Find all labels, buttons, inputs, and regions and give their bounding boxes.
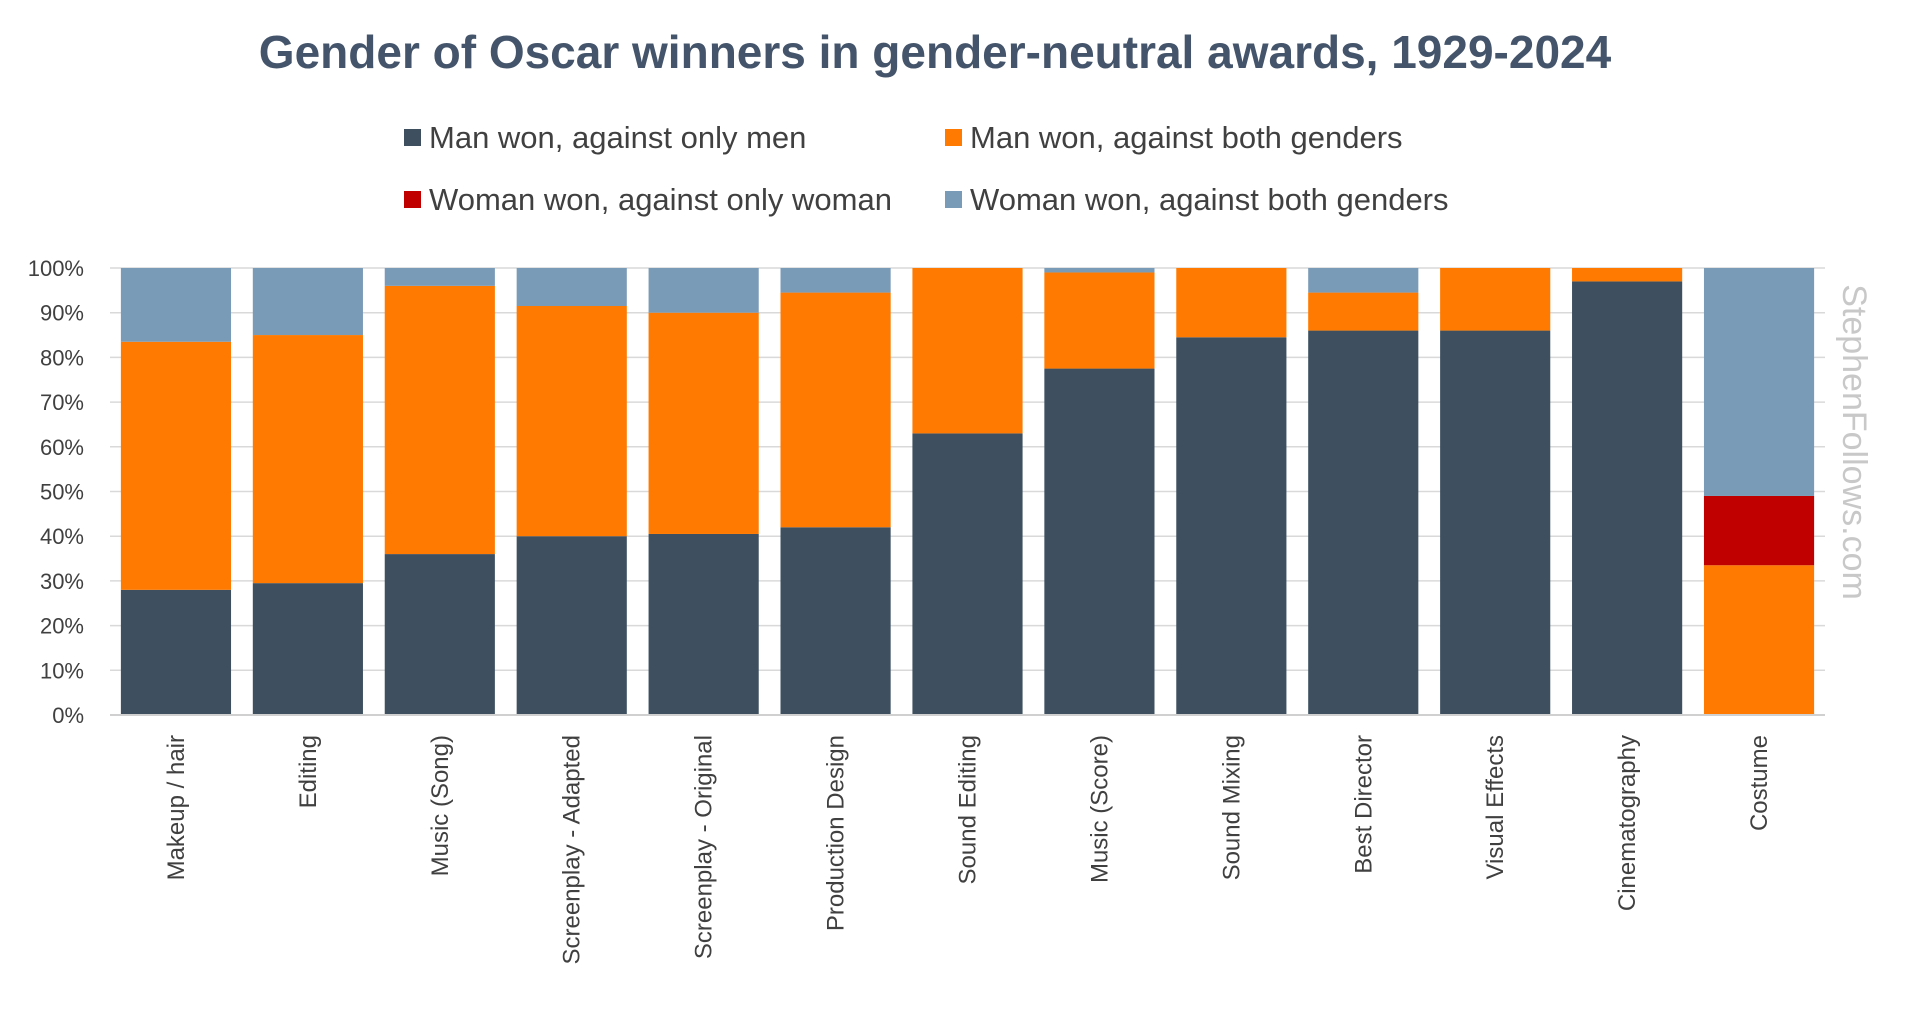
x-tick-label: Cinematography (1614, 735, 1641, 911)
bar-segment (912, 268, 1023, 434)
bar-segment (1044, 272, 1155, 369)
bar-segment (120, 589, 232, 715)
legend-label: Man won, against both genders (970, 120, 1403, 155)
bar-stack (780, 268, 891, 715)
bar-stack (648, 268, 759, 715)
x-tick-label: Best Director (1350, 735, 1377, 874)
bar-segment (1572, 268, 1683, 282)
y-tick-label: 50% (40, 480, 84, 505)
x-tick-label: Music (Score) (1086, 735, 1113, 883)
x-tick-label: Screenplay - Adapted (559, 735, 586, 965)
watermark: StephenFollows.com (1835, 284, 1873, 600)
bar-segment (1176, 268, 1287, 338)
bar-segment (780, 268, 891, 293)
y-axis-tick-labels: 0% 10% 20% 30% 40% 50% 60% 70% 80% 90% 100% (28, 256, 84, 728)
y-tick-label: 40% (40, 524, 84, 549)
bar-segment (516, 268, 627, 306)
bar-segment (252, 335, 363, 584)
x-tick-label: Sound Editing (955, 735, 982, 884)
bar-stack (1572, 268, 1683, 715)
bar-stack (120, 268, 232, 715)
legend-swatch (945, 191, 962, 208)
bar-segment (1308, 268, 1419, 293)
bar-segment (384, 554, 495, 715)
bar-segment (1440, 330, 1551, 715)
x-tick-label: Music (Song) (427, 735, 454, 876)
bar-segment (780, 527, 891, 715)
bar-segment (120, 341, 232, 590)
bar-stack (252, 268, 363, 715)
bar-segment (648, 533, 759, 715)
bar-segment (252, 268, 363, 336)
bar-stack (1308, 268, 1419, 715)
y-tick-label: 90% (40, 301, 84, 326)
bar-segment (384, 268, 495, 286)
bar-segment (1044, 268, 1155, 273)
bar-segment (1044, 368, 1155, 715)
bar-segment (780, 292, 891, 528)
x-axis-category-labels: Makeup / hair Editing Music (Song) Screenpl… (163, 735, 1773, 965)
bar-stack (384, 268, 495, 715)
x-tick-label: Production Design (823, 735, 850, 931)
x-tick-label: Screenplay - Original (691, 735, 718, 959)
bar-segment (1572, 281, 1683, 715)
bar-stack (1176, 268, 1287, 715)
bar-segment (1703, 565, 1815, 715)
legend-label: Woman won, against only woman (429, 182, 892, 217)
legend-label: Man won, against only men (429, 120, 806, 155)
bar-segment (648, 312, 759, 534)
y-tick-label: 80% (40, 345, 84, 370)
bar-segment (1308, 330, 1419, 715)
bar-stack (516, 268, 627, 715)
bar-segment (252, 583, 363, 715)
bar-segment (648, 268, 759, 313)
x-tick-label: Sound Mixing (1218, 735, 1245, 880)
y-tick-label: 10% (40, 658, 84, 683)
legend-swatch (945, 129, 962, 146)
bar-stack (1703, 268, 1815, 715)
bar-segment (384, 285, 495, 555)
bar-segment (516, 305, 627, 537)
y-tick-label: 100% (28, 256, 84, 281)
y-tick-label: 0% (52, 703, 84, 728)
bar-segment (1703, 268, 1815, 496)
legend-item: Man won, against only men (404, 120, 806, 155)
y-tick-label: 30% (40, 569, 84, 594)
bar-stack (1044, 268, 1155, 715)
bar-stack (912, 268, 1023, 715)
bar-segment (1176, 337, 1287, 715)
bar-stack (1440, 268, 1551, 715)
chart-title: Gender of Oscar winners in gender-neutra… (259, 26, 1612, 78)
x-tick-label: Makeup / hair (163, 735, 190, 880)
legend-swatch (404, 129, 421, 146)
y-tick-label: 70% (40, 390, 84, 415)
legend-item: Woman won, against only woman (404, 182, 892, 217)
y-tick-label: 60% (40, 435, 84, 460)
legend-item: Woman won, against both genders (945, 182, 1449, 217)
bar-segment (1440, 268, 1551, 331)
bar-segment (912, 433, 1023, 715)
y-tick-label: 20% (40, 614, 84, 639)
x-tick-label: Costume (1746, 735, 1773, 831)
bar-segment (1703, 495, 1815, 566)
bar-segment (120, 268, 232, 342)
bar-segment (516, 536, 627, 715)
x-tick-label: Editing (295, 735, 322, 808)
legend: Man won, against only men Man won, agains… (404, 120, 1449, 217)
legend-item: Man won, against both genders (945, 120, 1403, 155)
bar-segment (1308, 292, 1419, 331)
x-tick-label: Visual Effects (1482, 735, 1509, 880)
legend-label: Woman won, against both genders (970, 182, 1449, 217)
bars (120, 268, 1815, 715)
legend-swatch (404, 191, 421, 208)
